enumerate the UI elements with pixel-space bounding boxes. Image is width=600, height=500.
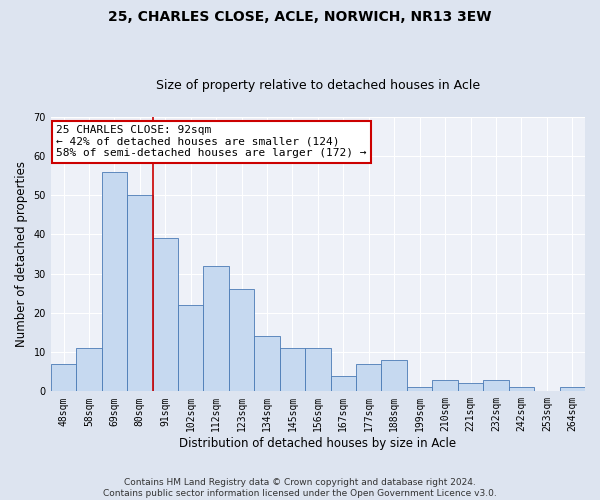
Bar xyxy=(101,172,127,392)
Bar xyxy=(280,348,305,392)
Bar xyxy=(76,348,101,392)
Bar xyxy=(560,388,585,392)
Bar xyxy=(178,305,203,392)
Bar xyxy=(407,388,433,392)
Text: 25, CHARLES CLOSE, ACLE, NORWICH, NR13 3EW: 25, CHARLES CLOSE, ACLE, NORWICH, NR13 3… xyxy=(108,10,492,24)
Bar xyxy=(331,376,356,392)
Bar xyxy=(229,290,254,392)
Bar xyxy=(127,195,152,392)
Bar xyxy=(203,266,229,392)
Text: Contains HM Land Registry data © Crown copyright and database right 2024.
Contai: Contains HM Land Registry data © Crown c… xyxy=(103,478,497,498)
Bar xyxy=(254,336,280,392)
Y-axis label: Number of detached properties: Number of detached properties xyxy=(15,161,28,347)
Bar xyxy=(152,238,178,392)
Bar xyxy=(51,364,76,392)
Bar xyxy=(458,384,483,392)
X-axis label: Distribution of detached houses by size in Acle: Distribution of detached houses by size … xyxy=(179,437,457,450)
Bar xyxy=(509,388,534,392)
Title: Size of property relative to detached houses in Acle: Size of property relative to detached ho… xyxy=(156,79,480,92)
Bar xyxy=(433,380,458,392)
Bar xyxy=(382,360,407,392)
Bar xyxy=(483,380,509,392)
Bar xyxy=(356,364,382,392)
Bar xyxy=(305,348,331,392)
Text: 25 CHARLES CLOSE: 92sqm
← 42% of detached houses are smaller (124)
58% of semi-d: 25 CHARLES CLOSE: 92sqm ← 42% of detache… xyxy=(56,125,367,158)
